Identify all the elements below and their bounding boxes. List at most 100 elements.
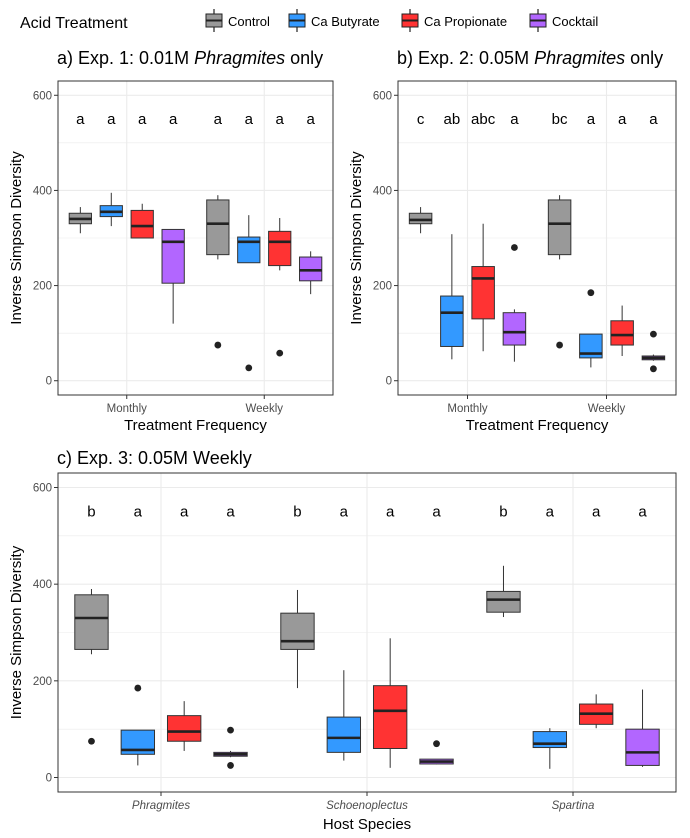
legend-key-1 — [288, 9, 306, 32]
box-body — [74, 594, 109, 650]
box-body — [268, 230, 292, 267]
box-outlier — [650, 330, 657, 338]
box-outlier — [511, 244, 518, 251]
x-tick-label: Weekly — [246, 403, 284, 415]
box-0-1 — [120, 684, 156, 766]
legend-label-2: Ca Propionate — [424, 14, 507, 29]
significance-letter: a — [638, 504, 647, 521]
box-body — [408, 212, 433, 225]
y-tick-label: 200 — [33, 676, 52, 688]
y-axis-label: Inverse Simpson Diversity — [8, 151, 25, 325]
box-1-0 — [547, 195, 572, 349]
significance-letter: c — [417, 111, 425, 128]
box-outlier — [214, 341, 222, 349]
y-tick-label: 400 — [33, 185, 52, 197]
significance-letter: a — [180, 504, 189, 521]
box-0-2 — [166, 701, 202, 751]
y-tick-label: 0 — [386, 376, 392, 388]
x-axis-label: Host Species — [323, 816, 411, 833]
significance-letter: ab — [444, 111, 461, 128]
significance-letter: b — [293, 504, 301, 521]
plot-frame — [57, 472, 677, 793]
box-body — [471, 266, 495, 320]
box-1-3 — [641, 330, 666, 373]
significance-letter: a — [618, 111, 627, 128]
legend: Acid Treatment Control Ca Butyrate Ca Propi… — [20, 9, 598, 32]
significance-letter: a — [226, 504, 235, 521]
box-0-3 — [502, 244, 527, 362]
panel-title: c) Exp. 3: 0.05M Weekly — [57, 448, 252, 468]
box-1-0 — [280, 589, 315, 689]
title-part: Phragmites — [534, 48, 625, 68]
panel-a: a) Exp. 1: 0.01M Phragmites only 0 200 400 6… — [8, 48, 334, 434]
box-1-2 — [268, 218, 292, 357]
box-outlier — [88, 737, 95, 745]
title-part: a) Exp. 1: 0.01M — [57, 48, 194, 68]
significance-letter: b — [87, 504, 95, 521]
legend-key-0 — [205, 9, 223, 32]
box-outlier — [556, 341, 563, 349]
plot-frame — [57, 80, 334, 396]
box-body — [161, 228, 185, 284]
legend-label-1: Ca Butyrate — [311, 14, 380, 29]
gridlines — [398, 81, 676, 395]
box-outlier — [227, 726, 234, 734]
box-body — [440, 295, 464, 347]
box-body — [372, 685, 408, 750]
box-body — [299, 256, 323, 282]
box-1-3 — [419, 740, 454, 765]
box-body — [610, 320, 634, 346]
box-body — [625, 728, 660, 766]
box-body — [326, 716, 362, 753]
title-part: only — [285, 48, 323, 68]
y-tick-label: 600 — [33, 90, 52, 102]
title-part: b) Exp. 2: 0.05M — [397, 48, 534, 68]
box-1-1 — [579, 289, 603, 368]
significance-letter: a — [432, 504, 441, 521]
box-body — [237, 236, 261, 264]
box-1-2 — [610, 305, 634, 356]
x-axis-label: Treatment Frequency — [466, 417, 609, 434]
box-0-2 — [471, 223, 495, 352]
significance-letter: a — [134, 504, 143, 521]
significance-letter: a — [306, 111, 315, 128]
x-tick-label: Phragmites — [132, 800, 190, 812]
panel-c: c) Exp. 3: 0.05M Weekly 0 200 400 600 Phragmi… — [8, 448, 677, 833]
y-tick-label: 400 — [373, 185, 392, 197]
box-outlier — [134, 684, 142, 692]
significance-letter: a — [649, 111, 658, 128]
title-part: c) Exp. 3: 0.05M Weekly — [57, 448, 252, 468]
significance-letter: abc — [471, 111, 496, 128]
legend-label-0: Control — [228, 14, 270, 29]
plot-frame — [397, 80, 677, 396]
y-tick-label: 600 — [33, 483, 52, 495]
x-tick-label: Spartina — [552, 800, 595, 812]
box-outlier — [227, 762, 234, 769]
significance-letter: a — [592, 504, 601, 521]
x-axis-label: Treatment Frequency — [124, 417, 267, 434]
significance-letter: a — [214, 111, 223, 128]
panel-title: a) Exp. 1: 0.01M Phragmites only — [57, 48, 323, 68]
legend-key-2 — [401, 9, 419, 32]
gridlines — [58, 81, 333, 395]
box-0-1 — [440, 234, 464, 360]
x-tick-label: Schoenoplectus — [326, 800, 408, 812]
box-1-3 — [299, 251, 323, 295]
title-part: only — [625, 48, 663, 68]
box-body — [206, 199, 230, 256]
x-tick-label: Monthly — [107, 403, 148, 415]
legend-label-3: Cocktail — [552, 14, 598, 29]
panel-b: b) Exp. 2: 0.05M Phragmites only 0 200 400 6… — [348, 48, 677, 434]
box-body — [532, 731, 568, 749]
box-outlier — [650, 365, 657, 373]
box-2-1 — [532, 728, 568, 769]
significance-letter: bc — [552, 111, 568, 128]
box-1-1 — [326, 670, 362, 761]
box-1-2 — [372, 638, 408, 768]
box-0-0 — [408, 207, 433, 234]
box-2-2 — [578, 694, 614, 729]
box-outlier — [276, 349, 284, 357]
x-tick-label: Weekly — [588, 403, 626, 415]
box-0-0 — [74, 589, 109, 745]
